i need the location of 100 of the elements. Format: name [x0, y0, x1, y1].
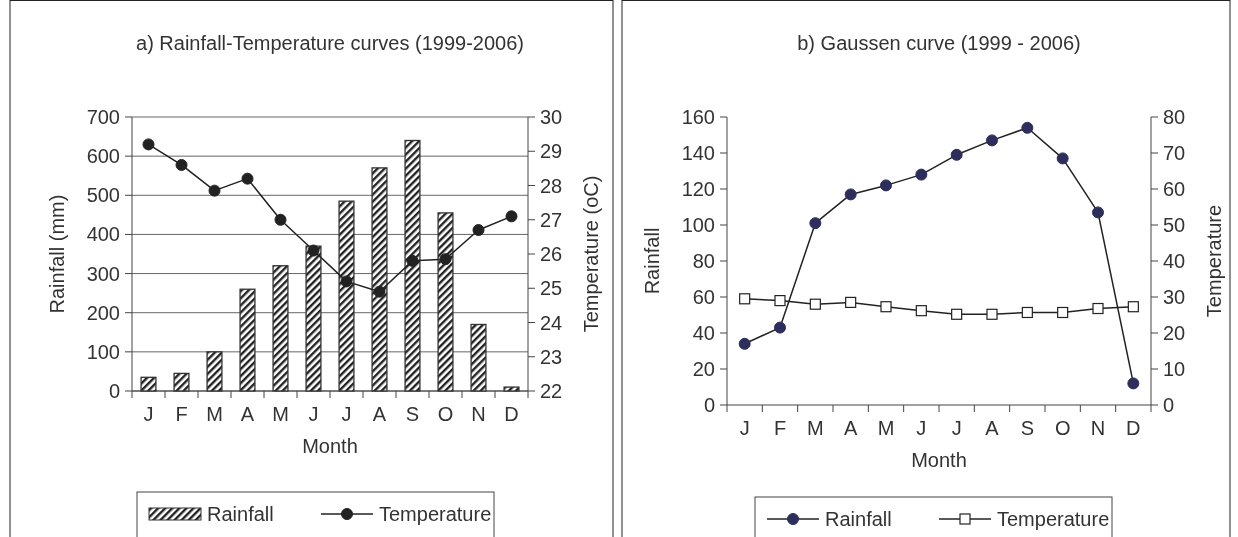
bar [404, 139, 421, 392]
y-tick-label: 100 [86, 340, 120, 363]
point [915, 305, 927, 317]
bar [206, 351, 223, 392]
point [809, 298, 821, 310]
y2-tick-label: 40 [1163, 250, 1186, 272]
y-tick-label: 20 [692, 358, 715, 380]
point [142, 138, 155, 151]
point [1021, 306, 1033, 319]
point [845, 296, 857, 308]
bar [239, 288, 256, 392]
x-tick-label: S [1020, 417, 1035, 439]
y-tick-label: 60 [692, 286, 715, 308]
x-tick-label: S [405, 403, 420, 425]
y2-tick-label: 30 [540, 106, 563, 128]
point [175, 158, 188, 171]
point [1056, 152, 1069, 165]
y2-axis-title: Temperature (oC) [580, 175, 602, 333]
y2-tick-label: 29 [540, 140, 563, 163]
bar [470, 323, 487, 392]
point [986, 134, 998, 147]
point [951, 308, 963, 320]
bar [503, 386, 520, 392]
point [241, 172, 254, 185]
x-axis-title: Month [302, 435, 358, 457]
point [472, 224, 485, 237]
point [915, 168, 928, 181]
y-tick-label: 400 [86, 223, 120, 246]
y-tick-label: 140 [681, 142, 715, 164]
x-tick-label: M [807, 417, 824, 439]
point [844, 188, 857, 201]
point [505, 210, 518, 223]
point [406, 254, 419, 267]
y-tick-label: 600 [86, 145, 120, 168]
x-tick-label: J [308, 403, 319, 425]
point [1092, 206, 1104, 219]
y-tick-label: 300 [86, 262, 120, 285]
point [950, 148, 963, 161]
point [1092, 302, 1104, 315]
point [739, 293, 751, 305]
y2-tick-label: 26 [540, 243, 563, 265]
x-tick-label: J [143, 403, 154, 425]
bar [140, 376, 157, 392]
y-tick-label: 40 [692, 322, 715, 344]
y2-tick-label: 25 [540, 277, 563, 300]
point [986, 308, 998, 320]
legend-label: Temperature [379, 503, 492, 525]
y2-tick-label: 80 [1163, 106, 1186, 128]
point [274, 213, 287, 226]
y2-tick-label: 0 [1163, 394, 1175, 416]
y2-tick-label: 28 [540, 174, 563, 197]
point [1127, 377, 1140, 390]
x-tick-label: D [504, 403, 519, 425]
y2-tick-label: 60 [1163, 178, 1186, 200]
bar [305, 245, 322, 392]
y2-tick-label: 30 [1163, 286, 1186, 308]
y-tick-label: 120 [681, 178, 715, 200]
y-axis-title: Rainfall (mm) [46, 194, 68, 314]
x-tick-label: M [272, 403, 289, 425]
x-tick-label: J [739, 417, 750, 439]
bar [173, 372, 190, 392]
y2-tick-label: 20 [1163, 322, 1186, 344]
x-tick-label: O [1054, 417, 1071, 439]
point [340, 275, 353, 288]
legend-label: Rainfall [207, 503, 274, 525]
x-tick-label: A [985, 417, 1000, 439]
y-tick-label: 80 [692, 250, 715, 272]
y-tick-label: 160 [681, 106, 715, 128]
x-tick-label: N [1090, 417, 1106, 439]
x-tick-label: M [877, 417, 895, 439]
bar [437, 212, 454, 392]
y-tick-label: 0 [703, 394, 715, 416]
y-tick-label: 0 [108, 380, 120, 402]
point [738, 337, 751, 350]
bar [371, 167, 388, 392]
point [208, 184, 221, 197]
y2-tick-label: 23 [540, 345, 563, 368]
point [774, 321, 786, 334]
x-tick-label: J [951, 417, 962, 439]
point [1127, 301, 1139, 313]
point [880, 301, 892, 313]
point [307, 244, 320, 257]
x-tick-label: F [773, 417, 787, 439]
bar [338, 200, 355, 392]
y2-tick-label: 50 [1163, 214, 1186, 236]
x-tick-label: M [206, 403, 223, 425]
x-tick-label: F [175, 403, 188, 425]
point [880, 179, 892, 192]
point [439, 253, 452, 266]
x-tick-label: O [437, 403, 454, 425]
point [373, 285, 386, 298]
x-tick-label: A [240, 403, 255, 425]
x-tick-label: D [1126, 417, 1141, 439]
x-tick-label: J [916, 417, 927, 439]
y-tick-label: 100 [681, 214, 715, 236]
y-tick-label: 200 [86, 301, 120, 324]
chart-title: b) Gaussen curve (1999 - 2006) [797, 32, 1081, 54]
y2-tick-label: 24 [540, 311, 563, 334]
y2-tick-label: 70 [1163, 142, 1186, 164]
x-tick-label: J [341, 403, 352, 425]
